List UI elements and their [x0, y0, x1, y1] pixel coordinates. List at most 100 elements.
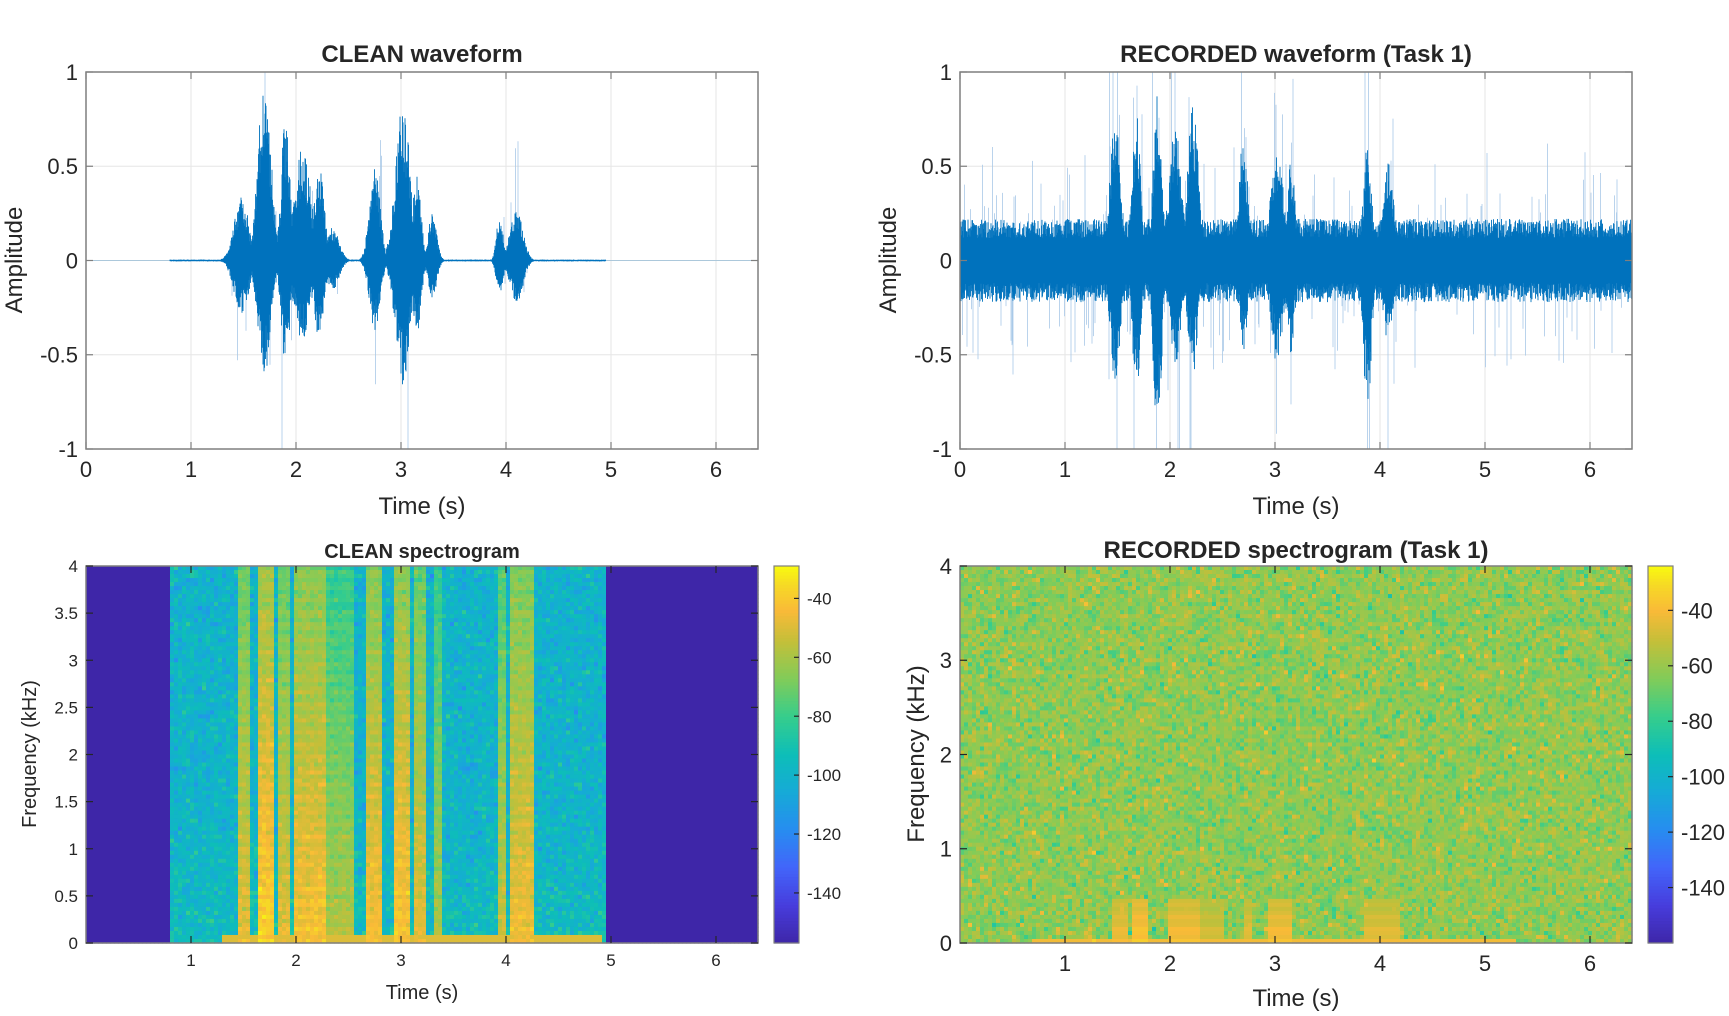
- spectrogram-cell: [202, 919, 207, 924]
- spectrogram-cell: [158, 767, 163, 772]
- spectrogram-cell: [274, 694, 279, 699]
- spectrogram-cell: [250, 718, 255, 723]
- spectrogram-cell: [230, 927, 235, 932]
- spectrogram-cell: [262, 674, 267, 679]
- spectrogram-cell: [230, 783, 235, 788]
- spectrogram-cell: [122, 815, 127, 820]
- spectrogram-cell: [194, 618, 199, 623]
- spectrogram-cell: [174, 574, 179, 579]
- spectrogram-cell: [142, 642, 147, 647]
- spectrogram-cell: [214, 871, 219, 876]
- spectrogram-cell: [146, 618, 151, 623]
- spectrogram-cell: [202, 626, 207, 631]
- spectrogram-cell: [230, 903, 235, 908]
- spectrogram-cell: [278, 714, 283, 719]
- spectrogram-cell: [186, 847, 191, 852]
- spectrogram-cell: [126, 718, 131, 723]
- spectrogram-cell: [210, 690, 215, 695]
- spectrogram-cell: [266, 714, 271, 719]
- spectrogram-cell: [226, 670, 231, 675]
- spectrogram-cell: [246, 831, 251, 836]
- spectrogram-cell: [262, 614, 267, 619]
- spectrogram-cell: [214, 923, 219, 928]
- spectrogram-cell: [286, 646, 291, 651]
- spectrogram-cell: [270, 654, 275, 659]
- x-tick-label: 0: [80, 457, 92, 482]
- spectrogram-cell: [230, 746, 235, 751]
- spectrogram-cell: [226, 570, 231, 575]
- spectrogram-cell: [142, 927, 147, 932]
- spectrogram-cell: [286, 610, 291, 615]
- spectrogram-cell: [122, 714, 127, 719]
- spectrogram-cell: [242, 638, 247, 643]
- spectrogram-cell: [114, 690, 119, 695]
- spectrogram-cell: [194, 763, 199, 768]
- spectrogram-cell: [178, 686, 183, 691]
- spectrogram-cell: [98, 670, 103, 675]
- spectrogram-cell: [222, 803, 227, 808]
- x-tick-label: 2: [1164, 457, 1176, 482]
- spectrogram-cell: [150, 626, 155, 631]
- spectrogram-cell: [222, 722, 227, 727]
- spectrogram-cell: [278, 843, 283, 848]
- spectrogram-cell: [210, 718, 215, 723]
- spectrogram-cell: [250, 578, 255, 583]
- spectrogram-cell: [218, 815, 223, 820]
- spectrogram-cell: [98, 843, 103, 848]
- spectrogram-cell: [270, 803, 275, 808]
- spectrogram-cell: [126, 779, 131, 784]
- spectrogram-cell: [270, 618, 275, 623]
- spectrogram-cell: [234, 702, 239, 707]
- spectrogram-cell: [170, 931, 175, 936]
- spectrogram-cell: [286, 718, 291, 723]
- spectrogram-cell: [178, 799, 183, 804]
- spectrogram-cell: [150, 875, 155, 880]
- spectrogram-cell: [158, 811, 163, 816]
- spectrogram-cell: [250, 642, 255, 647]
- spectrogram-cell: [118, 626, 123, 631]
- spectrogram-cell: [94, 867, 99, 872]
- spectrogram-cell: [198, 574, 203, 579]
- spectrogram-cell: [274, 899, 279, 904]
- spectrogram-cell: [178, 899, 183, 904]
- spectrogram-cell: [270, 787, 275, 792]
- spectrogram-cell: [274, 738, 279, 743]
- spectrogram-cell: [286, 935, 291, 940]
- spectrogram-cell: [110, 634, 115, 639]
- spectrogram-cell: [158, 783, 163, 788]
- spectrogram-cell: [146, 767, 151, 772]
- spectrogram-cell: [210, 859, 215, 864]
- spectrogram-cell: [246, 618, 251, 623]
- spectrogram-cell: [242, 891, 247, 896]
- spectrogram-cell: [210, 887, 215, 892]
- spectrogram-cell: [254, 903, 259, 908]
- spectrogram-cell: [142, 694, 147, 699]
- spectrogram-cell: [110, 630, 115, 635]
- spectrogram-cell: [178, 811, 183, 816]
- spectrogram-cell: [94, 891, 99, 896]
- spectrogram-cell: [110, 606, 115, 611]
- spectrogram-cell: [130, 795, 135, 800]
- spectrogram-cell: [282, 578, 287, 583]
- spectrogram-cell: [114, 726, 119, 731]
- spectrogram-cell: [238, 867, 243, 872]
- spectrogram-cell: [190, 734, 195, 739]
- spectrogram-cell: [222, 618, 227, 623]
- spectrogram-cell: [142, 767, 147, 772]
- spectrogram-cell: [194, 823, 199, 828]
- spectrogram-cell: [170, 646, 175, 651]
- spectrogram-cell: [178, 734, 183, 739]
- spectrogram-cell: [262, 658, 267, 663]
- spectrogram-cell: [118, 755, 123, 760]
- spectrogram-cell: [130, 726, 135, 731]
- spectrogram-cell: [166, 891, 171, 896]
- spectrogram-cell: [278, 690, 283, 695]
- spectrogram-cell: [122, 915, 127, 920]
- spectrogram-cell: [194, 775, 199, 780]
- spectrogram-cell: [230, 606, 235, 611]
- spectrogram-cell: [114, 706, 119, 711]
- spectrogram-cell: [262, 871, 267, 876]
- spectrogram-cell: [270, 855, 275, 860]
- spectrogram-cell: [214, 738, 219, 743]
- spectrogram-cell: [290, 927, 295, 932]
